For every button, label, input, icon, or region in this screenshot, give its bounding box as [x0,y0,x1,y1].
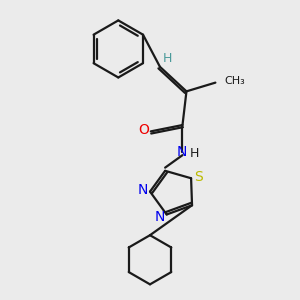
Text: N: N [138,183,148,196]
Text: S: S [194,170,203,184]
Text: H: H [190,147,199,160]
Text: H: H [162,52,172,64]
Text: CH₃: CH₃ [224,76,245,86]
Text: N: N [176,145,187,159]
Text: O: O [138,123,149,137]
Text: N: N [155,210,165,224]
